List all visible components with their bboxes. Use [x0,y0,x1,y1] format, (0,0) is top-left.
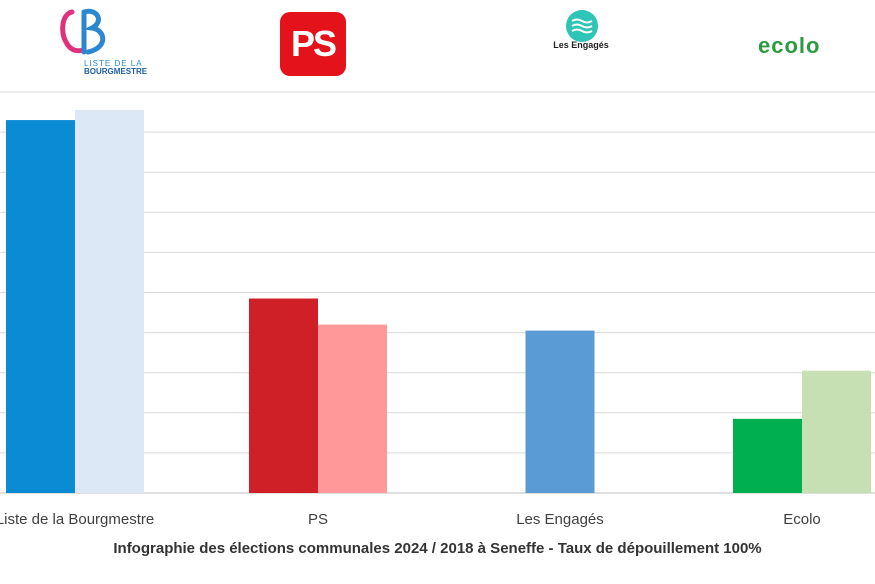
x-tick-label: Ecolo [783,511,821,528]
ps-logo: PS [280,12,346,76]
bar-ecolo-2024 [733,418,802,493]
engages-wordmark: Les Engagés [545,40,617,50]
bar-ps-2024 [249,298,318,493]
ecolo-logo: ecolo [758,33,821,58]
x-tick-label: Les Engagés [516,511,604,528]
lb-top-text: LISTE DE LA [84,59,143,68]
bar-liste-de-la-bourgmestre-2018 [75,110,144,494]
bar-liste-de-la-bourgmestre-2024 [6,120,75,493]
bar-ps-2018 [318,324,387,493]
x-tick-label: Liste de la Bourgmestre [0,511,154,528]
bar-les-engag-s-2024 [525,330,595,493]
engages-text: Les Engagés [553,40,609,50]
lb-heart-icon [60,8,106,55]
chart-title: Infographie des élections communales 202… [113,540,762,557]
liste-bourgmestre-logo: LISTE DE LA BOURGMESTRE [40,6,147,84]
les-engages-logo [560,10,604,42]
lb-bottom-text: BOURGMESTRE [84,67,148,76]
x-tick-label: PS [308,511,328,528]
engages-wave-icon [566,10,598,42]
bar-ecolo-2018 [802,370,871,493]
